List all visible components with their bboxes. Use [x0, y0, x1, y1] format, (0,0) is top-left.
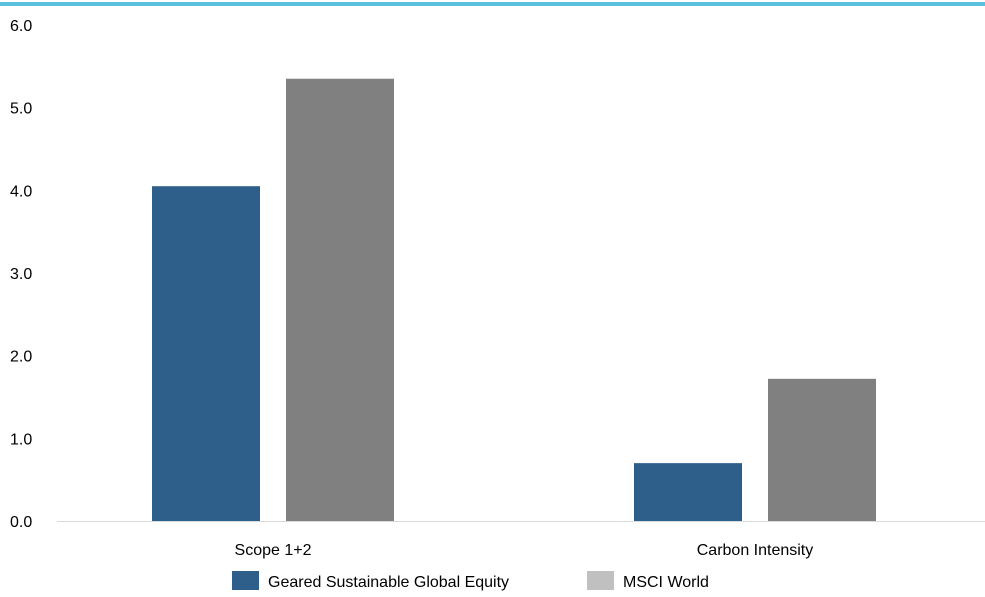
category-label: Carbon Intensity [697, 542, 814, 559]
y-tick-label: 1.0 [10, 431, 32, 448]
y-tick-label: 4.0 [10, 183, 32, 200]
y-tick-label: 6.0 [10, 18, 32, 35]
y-tick-label: 5.0 [10, 101, 32, 118]
category-labels: Scope 1+2 Carbon Intensity [235, 542, 814, 559]
legend: Geared Sustainable Global Equity MSCI Wor… [232, 571, 709, 591]
y-tick-label: 0.0 [10, 514, 32, 531]
legend-swatch [587, 571, 614, 590]
top-rule [0, 2, 985, 6]
bar-benchmark-1 [768, 378, 876, 521]
bar-fund-1 [634, 463, 742, 521]
legend-label: MSCI World [623, 574, 709, 591]
y-tick-label: 3.0 [10, 266, 32, 283]
category-label: Scope 1+2 [235, 542, 312, 559]
bar-benchmark-0 [286, 78, 394, 521]
legend-swatch [232, 571, 259, 590]
bar-fund-0 [152, 186, 260, 521]
bars-group [152, 78, 876, 521]
y-tick-label: 2.0 [10, 349, 32, 366]
y-axis-ticks: 0.0 1.0 2.0 3.0 4.0 5.0 6.0 [10, 18, 32, 531]
legend-label: Geared Sustainable Global Equity [268, 574, 509, 591]
